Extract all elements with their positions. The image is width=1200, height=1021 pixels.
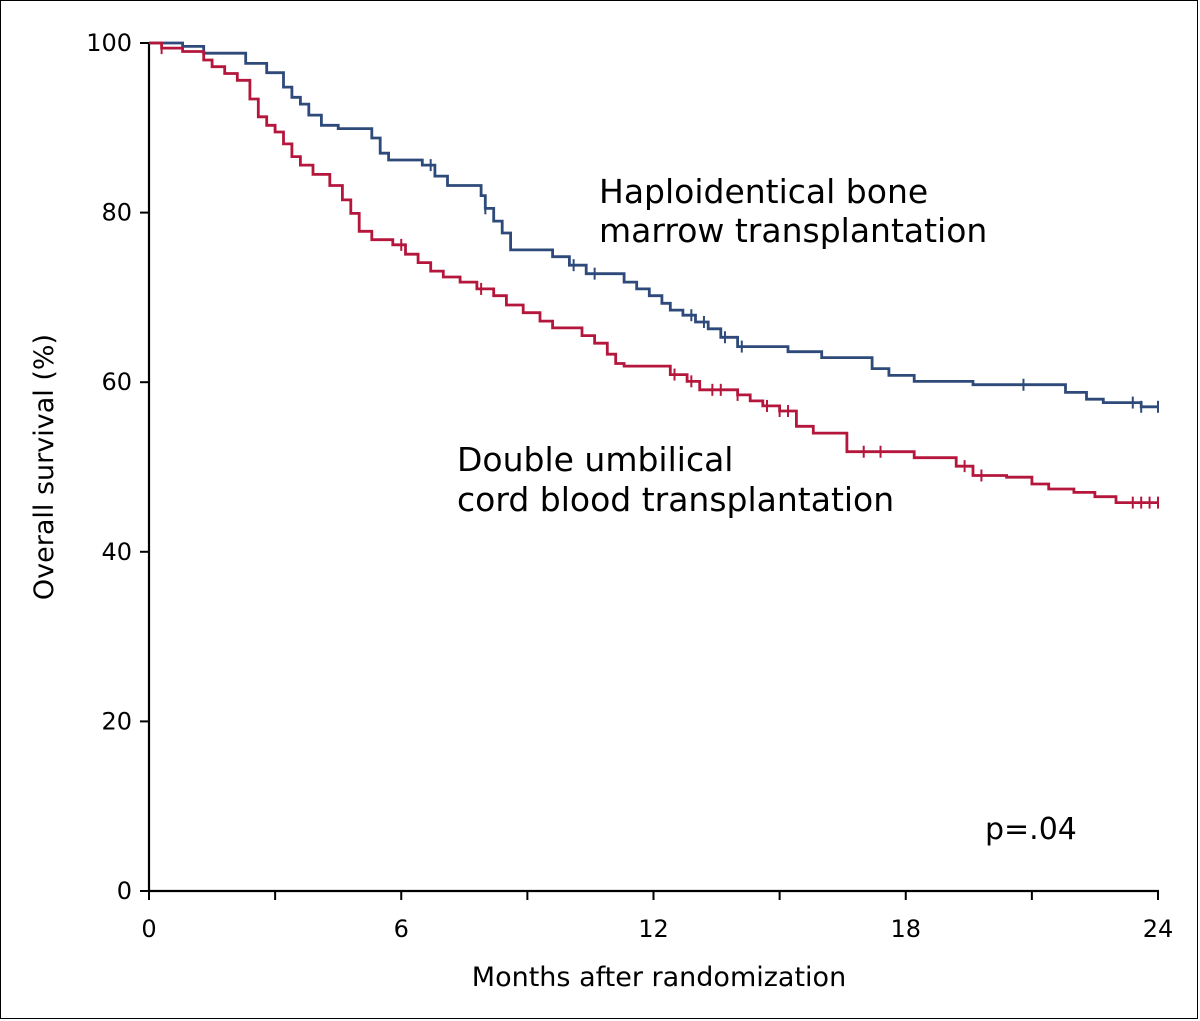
x-tick-label: 6 bbox=[394, 915, 409, 943]
p-value-label: p=.04 bbox=[985, 812, 1077, 847]
axis-ticks: 0 6 12 18 24 0 20 40 60 80 100 bbox=[86, 29, 1173, 943]
x-axis-title: Months after randomization bbox=[472, 962, 846, 993]
y-tick-label: 40 bbox=[101, 538, 132, 566]
y-tick-label: 100 bbox=[86, 29, 132, 57]
annotation-cord-line-2: cord blood transplantation bbox=[457, 480, 894, 519]
x-tick-label: 0 bbox=[141, 915, 156, 943]
annotation-cord-line-1: Double umbilical bbox=[457, 440, 733, 479]
survival-curve-haplo bbox=[149, 41, 1158, 409]
y-tick-label: 80 bbox=[101, 199, 132, 227]
y-tick-label: 0 bbox=[117, 877, 132, 905]
x-tick-label: 24 bbox=[1143, 915, 1174, 943]
y-tick-label: 60 bbox=[101, 368, 132, 396]
x-tick-label: 18 bbox=[890, 915, 921, 943]
x-tick-label: 12 bbox=[638, 915, 669, 943]
survival-curve-cord bbox=[149, 41, 1158, 504]
annotation-haplo-line-2: marrow transplantation bbox=[599, 211, 987, 250]
y-tick-label: 20 bbox=[101, 707, 132, 735]
annotation-haplo-line-1: Haploidentical bone bbox=[599, 172, 928, 211]
series-layer bbox=[149, 41, 1159, 509]
y-axis-title: Overall survival (%) bbox=[29, 334, 60, 600]
